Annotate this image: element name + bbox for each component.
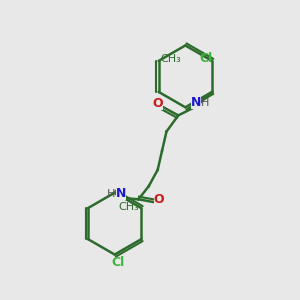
Text: CH₃: CH₃ — [160, 55, 181, 64]
Text: CH₃: CH₃ — [119, 202, 140, 212]
Text: N: N — [191, 96, 201, 109]
Text: O: O — [152, 97, 163, 110]
Text: H: H — [107, 189, 116, 199]
Text: H: H — [201, 98, 209, 108]
Text: Cl: Cl — [111, 256, 124, 269]
Text: O: O — [154, 193, 164, 206]
Text: Cl: Cl — [199, 52, 212, 65]
Text: N: N — [116, 187, 126, 200]
